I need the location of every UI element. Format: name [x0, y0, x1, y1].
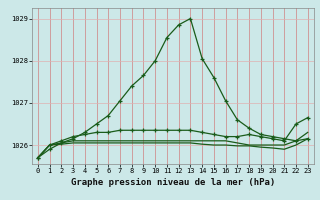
X-axis label: Graphe pression niveau de la mer (hPa): Graphe pression niveau de la mer (hPa)	[71, 178, 275, 187]
